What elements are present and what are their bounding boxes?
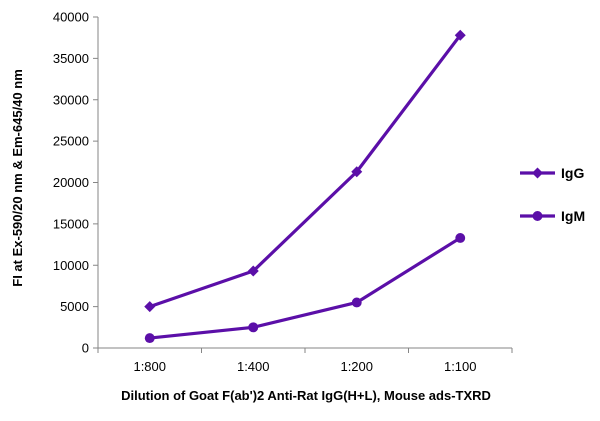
x-tick-label: 1:200 <box>340 359 373 374</box>
legend-label-igg: IgG <box>561 165 584 181</box>
y-tick-label: 0 <box>82 341 89 356</box>
y-tick-label: 15000 <box>53 216 89 231</box>
axes <box>97 17 512 349</box>
y-tick-label: 35000 <box>53 51 89 66</box>
x-tick-label: 1:400 <box>237 359 270 374</box>
legend-label-igm: IgM <box>561 208 585 224</box>
x-tick-label: 1:100 <box>444 359 477 374</box>
x-axis-title: Dilution of Goat F(ab')2 Anti-Rat IgG(H+… <box>121 388 491 403</box>
y-tick-label: 10000 <box>53 258 89 273</box>
legend-item-igm: IgM <box>520 208 585 224</box>
y-axis-title: FI at Ex-590/20 nm & Em-645/40 nm <box>10 69 25 286</box>
y-tick-label: 30000 <box>53 92 89 107</box>
series-igm <box>144 232 466 344</box>
series-igg <box>144 29 466 313</box>
y-axis-ticks: 0 5000 10000 15000 20000 25000 30000 35000 40000 <box>53 10 98 356</box>
data-point-igg <box>351 166 363 178</box>
series-line-igm <box>149 236 462 340</box>
y-tick-label: 40000 <box>53 10 89 25</box>
series-line-igg <box>149 34 462 309</box>
x-tick-label: 1:800 <box>133 359 166 374</box>
legend-marker-igm <box>532 211 543 221</box>
data-point-igm <box>351 297 362 308</box>
series-layer <box>144 29 466 344</box>
data-point-igg <box>247 265 259 277</box>
y-tick-label: 20000 <box>53 175 89 190</box>
y-tick-label: 5000 <box>60 299 89 314</box>
data-point-igm <box>455 232 466 243</box>
legend: IgG IgM <box>520 165 585 224</box>
data-point-igg <box>454 29 466 41</box>
y-tick-label: 25000 <box>53 134 89 149</box>
data-point-igg <box>144 301 156 313</box>
data-point-igm <box>248 322 259 333</box>
data-point-igm <box>144 333 155 344</box>
x-axis-ticks: 1:800 1:400 1:200 1:100 <box>97 348 513 374</box>
legend-marker-igg <box>532 167 543 179</box>
legend-item-igg: IgG <box>520 165 584 181</box>
